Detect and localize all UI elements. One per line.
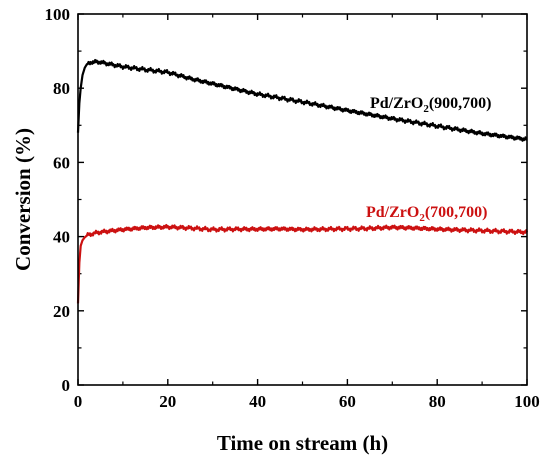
series-label-0: Pd/ZrO2(900,700)	[370, 95, 492, 115]
label-layer: Pd/ZrO2(900,700)Pd/ZrO2(700,700)	[366, 95, 492, 224]
series-label-tail: (900,700)	[429, 95, 492, 112]
series-label-1: Pd/ZrO2(700,700)	[366, 204, 488, 224]
series-line-0	[76, 58, 528, 142]
x-tick-label: 100	[514, 392, 540, 411]
y-tick-label: 40	[53, 228, 70, 247]
series-line-1	[76, 223, 529, 304]
y-axis-title: Conversion (%)	[11, 128, 35, 271]
series-label-main: Pd/ZrO	[366, 204, 419, 221]
y-tick-label: 100	[45, 5, 71, 24]
x-tick-label: 0	[74, 392, 83, 411]
x-tick-label: 80	[429, 392, 446, 411]
x-tick-label: 60	[339, 392, 356, 411]
series-label-tail: (700,700)	[425, 204, 488, 221]
x-tick-label: 40	[249, 392, 266, 411]
y-tick-label: 80	[53, 79, 70, 98]
tick-layer: 0 20 40 60 80 100 0 20 40 60 80 100	[45, 5, 540, 411]
y-tick-label: 60	[53, 153, 70, 172]
x-axis-title: Time on stream (h)	[217, 431, 388, 455]
series-label-subscript: 2	[419, 212, 425, 224]
y-tick-label: 20	[53, 302, 70, 321]
plot-frame	[77, 13, 528, 386]
series-label-main: Pd/ZrO	[370, 95, 423, 112]
x-tick-label: 20	[159, 392, 176, 411]
series-label-subscript: 2	[423, 103, 429, 115]
y-tick-label: 0	[62, 376, 71, 395]
series-layer	[76, 58, 529, 304]
